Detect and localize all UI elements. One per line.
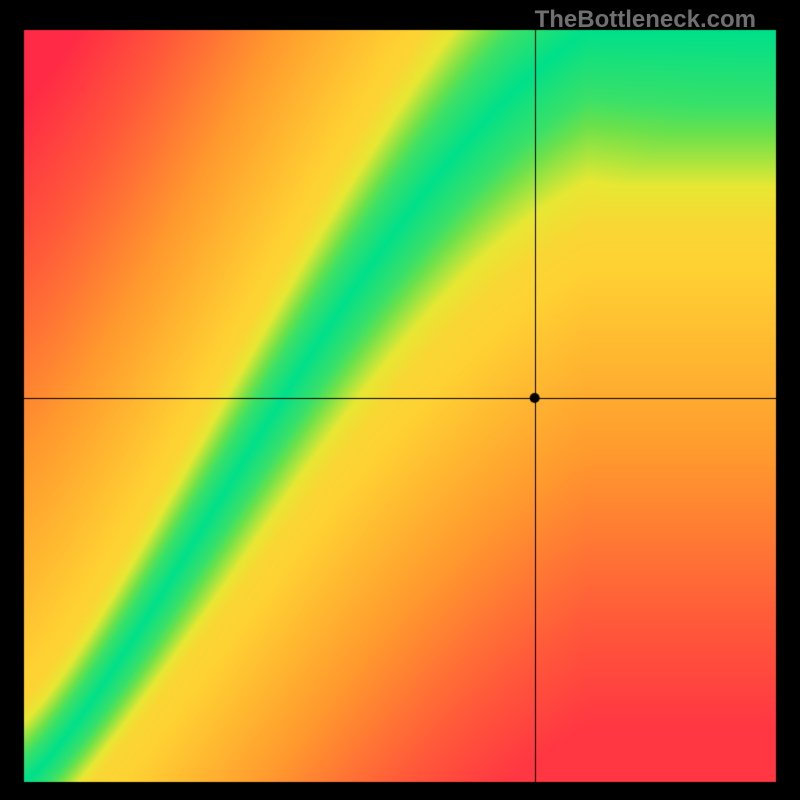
chart-container: TheBottleneck.com (0, 0, 800, 800)
bottleneck-heatmap (0, 0, 800, 800)
watermark-text: TheBottleneck.com (535, 6, 756, 34)
